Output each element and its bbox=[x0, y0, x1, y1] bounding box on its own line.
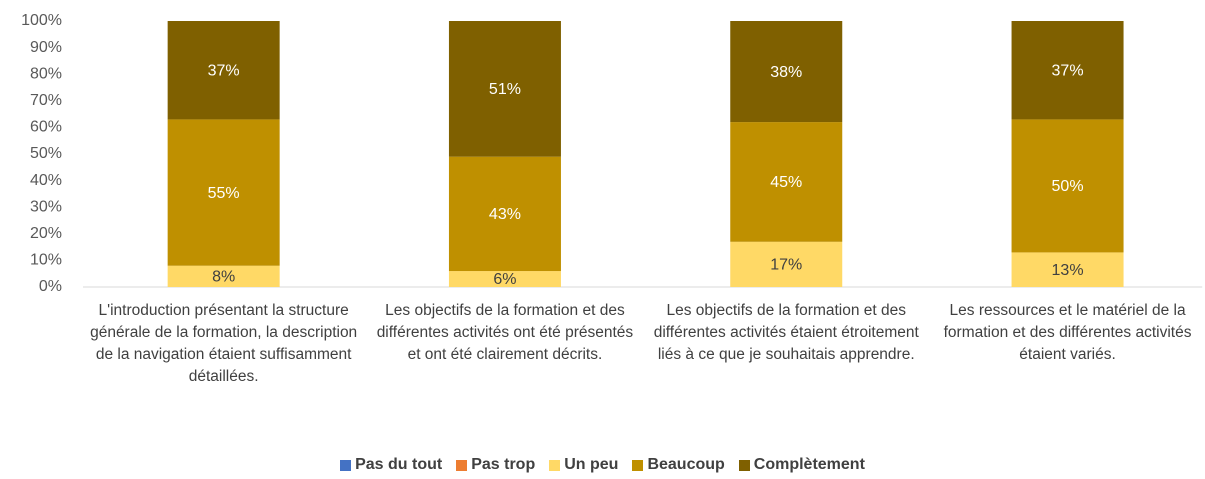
legend-item: Un peu bbox=[549, 456, 618, 474]
legend-swatch bbox=[632, 459, 644, 471]
bar-segment bbox=[730, 241, 843, 287]
y-tick-label: 50% bbox=[30, 145, 62, 162]
legend-item: Complètement bbox=[738, 456, 865, 474]
legend-item: Beaucoup bbox=[632, 456, 725, 474]
bar-segment bbox=[1011, 21, 1124, 120]
legend: Pas du tout Pas trop Un peu Beaucoup Complèt… bbox=[0, 456, 1205, 474]
bar-segment bbox=[167, 119, 280, 266]
data-label: 37% bbox=[208, 62, 240, 79]
bar-segment bbox=[730, 122, 843, 242]
y-tick-label: 20% bbox=[30, 225, 62, 242]
x-tick-label: Les ressources et le matériel de la form… bbox=[943, 302, 1192, 363]
data-label: 50% bbox=[1052, 178, 1084, 195]
bar-segment bbox=[167, 265, 280, 287]
data-label: 45% bbox=[770, 174, 802, 191]
y-tick-label: 40% bbox=[30, 172, 62, 189]
data-label: 51% bbox=[489, 81, 521, 98]
legend-label: Beaucoup bbox=[647, 456, 725, 473]
bar-segment bbox=[1011, 119, 1124, 253]
y-tick-label: 30% bbox=[30, 198, 62, 215]
legend-swatch bbox=[456, 459, 468, 471]
bar-segment bbox=[1011, 252, 1124, 287]
legend-label: Un peu bbox=[564, 456, 619, 473]
data-label: 37% bbox=[1052, 62, 1084, 79]
legend-item: Pas du tout bbox=[340, 456, 442, 474]
data-label: 43% bbox=[489, 206, 521, 223]
y-tick-label: 90% bbox=[30, 39, 62, 56]
x-tick-label: Les objectifs de la formation et des dif… bbox=[653, 302, 919, 363]
bar-segment bbox=[448, 21, 561, 157]
data-label: 17% bbox=[770, 257, 802, 274]
legend-swatch bbox=[738, 459, 750, 471]
data-label: 55% bbox=[208, 185, 240, 202]
y-tick-label: 70% bbox=[30, 92, 62, 109]
legend-swatch bbox=[549, 459, 561, 471]
y-tick-label: 60% bbox=[30, 119, 62, 136]
data-label: 8% bbox=[212, 269, 235, 286]
legend-swatch bbox=[340, 459, 352, 471]
x-tick-label: Les objectifs de la formation et des dif… bbox=[376, 302, 634, 363]
y-tick-label: 0% bbox=[39, 278, 62, 295]
legend-label: Pas du tout bbox=[355, 456, 443, 473]
bar-segment bbox=[448, 271, 561, 287]
y-tick-label: 80% bbox=[30, 65, 62, 82]
legend-label: Complètement bbox=[753, 456, 865, 473]
legend-label: Pas trop bbox=[471, 456, 536, 473]
data-label: 6% bbox=[493, 271, 516, 288]
y-tick-label: 100% bbox=[21, 12, 62, 29]
bar-segment bbox=[167, 21, 280, 120]
data-label: 38% bbox=[770, 64, 802, 81]
bar-segment bbox=[448, 156, 561, 272]
data-label: 13% bbox=[1052, 262, 1084, 279]
x-tick-label: L'introduction présentant la structure g… bbox=[90, 302, 358, 385]
bar-segment bbox=[730, 21, 843, 123]
y-tick-label: 10% bbox=[30, 252, 62, 269]
legend-item: Pas trop bbox=[456, 456, 535, 474]
